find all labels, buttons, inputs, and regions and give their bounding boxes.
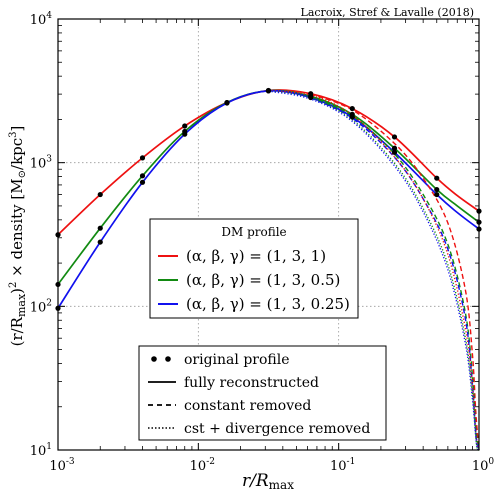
profile-legend-title: DM profile xyxy=(221,225,286,239)
style-legend-box xyxy=(138,345,387,441)
legend-label-constant-removed: constant removed xyxy=(184,398,311,414)
legend-dot-1 xyxy=(151,356,157,362)
profile-legend: DM profile (α, β, γ) = (1, 3, 1) (α, β, … xyxy=(149,218,359,319)
original-profile-point xyxy=(139,155,146,161)
legend-label-gamma-0.25: (α, β, γ) = (1, 3, 0.25) xyxy=(186,295,350,313)
series-line-dotted xyxy=(268,90,480,451)
original-profile-point xyxy=(182,131,188,137)
y-tick-label: 102 xyxy=(30,298,52,315)
original-profile-point xyxy=(391,149,398,155)
x-tick-label: 10-1 xyxy=(330,457,355,474)
legend-label-reconstructed: fully reconstructed xyxy=(184,375,319,391)
original-profile-point xyxy=(139,173,146,179)
original-profile-point xyxy=(182,123,188,129)
x-tick-label: 10-3 xyxy=(49,457,75,474)
legend-label-divergence-removed: cst + divergence removed xyxy=(184,421,370,437)
legend-label-gamma-0.5: (α, β, γ) = (1, 3, 0.5) xyxy=(186,271,340,289)
original-profile-point xyxy=(349,105,355,112)
legend-dot-2 xyxy=(165,356,171,362)
original-profile-point xyxy=(391,145,398,151)
axis-ticks: 10-3 10-2 10-1 100 101 102 103 104 xyxy=(30,11,495,474)
legend-label-gamma-1: (α, β, γ) = (1, 3, 1) xyxy=(186,247,326,265)
style-legend: original profile fully reconstructed con… xyxy=(138,345,387,441)
data-points xyxy=(55,87,482,311)
original-profile-point xyxy=(139,179,146,185)
citation-annotation: Lacroix, Stref & Lavalle (2018) xyxy=(301,6,474,19)
original-profile-point xyxy=(224,100,230,106)
original-profile-point xyxy=(97,225,103,231)
x-tick-label: 100 xyxy=(472,457,495,474)
original-profile-point xyxy=(434,186,440,193)
series-line-solid xyxy=(57,89,480,236)
profile-legend-box xyxy=(149,218,359,319)
series-line-dashed xyxy=(310,93,480,451)
y-tick-label: 101 xyxy=(30,442,52,459)
plot-frame xyxy=(57,18,480,451)
series-line-dotted xyxy=(268,90,480,451)
series-line-dashed xyxy=(310,95,480,451)
original-profile-point xyxy=(97,191,103,198)
y-tick-label: 104 xyxy=(30,11,53,28)
original-profile-point xyxy=(265,88,272,94)
original-profile-point xyxy=(434,175,440,181)
y-axis-label: (r/Rmax)2 × density [M⊙/kpc3] xyxy=(8,126,28,347)
original-profile-point xyxy=(391,134,398,140)
original-profile-point xyxy=(97,239,103,245)
original-profile-point xyxy=(434,191,440,198)
y-tick-label: 103 xyxy=(30,155,53,172)
legend-label-original: original profile xyxy=(184,352,290,368)
original-profile-point xyxy=(349,114,355,120)
series-lines xyxy=(57,89,480,451)
x-tick-label: 10-2 xyxy=(190,457,215,474)
original-profile-point xyxy=(308,94,314,101)
